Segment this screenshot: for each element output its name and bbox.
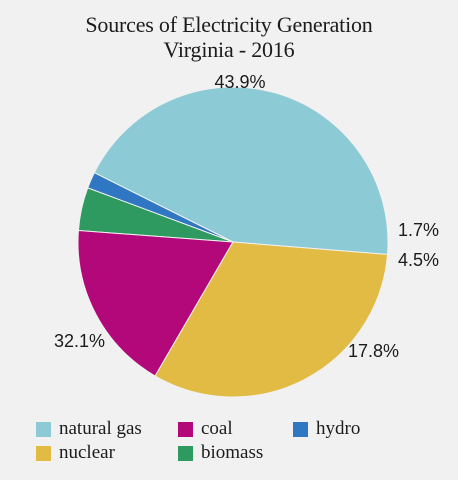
slice-label-nuclear: 32.1% (54, 331, 105, 351)
chart-title: Sources of Electricity Generation (85, 12, 373, 37)
pie-slice-coal (77, 230, 234, 377)
slice-label-natural-gas: 43.9% (214, 72, 265, 92)
chart-subtitle: Virginia - 2016 (163, 37, 295, 62)
pie-slice-natural-gas (93, 86, 389, 255)
slice-label-hydro: 1.7% (398, 220, 439, 240)
pie-slice-nuclear (154, 241, 389, 398)
slice-label-biomass: 4.5% (398, 250, 439, 270)
slice-label-coal: 17.8% (348, 341, 399, 361)
